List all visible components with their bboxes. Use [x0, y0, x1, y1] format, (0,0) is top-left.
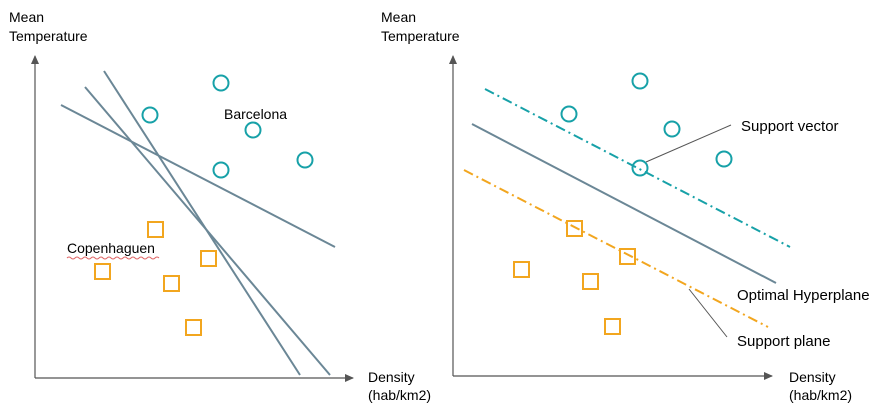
left-x-axis-label-line2: (hab/km2)	[368, 387, 431, 403]
left-square-point	[185, 319, 202, 336]
left-circle-point	[296, 151, 314, 169]
right-y-axis-label-line2: Temperature	[381, 28, 460, 44]
left-y-axis-label-line2: Temperature	[9, 28, 88, 44]
right-circle-point	[631, 72, 649, 90]
right-square-point	[604, 318, 621, 335]
right-panel: Mean Temperature Density (hab/km2) Suppo…	[381, 9, 870, 403]
support-plane-top	[484, 88, 791, 248]
left-square-point	[163, 275, 180, 292]
support-vector-pointer	[645, 124, 732, 163]
left-circle-point	[141, 106, 159, 124]
optimal-hyperplane-label: Optimal Hyperplane	[737, 287, 870, 304]
right-square-point	[619, 248, 636, 265]
right-circle-point	[560, 105, 578, 123]
right-square-point	[513, 261, 530, 278]
left-y-axis-label-line1: Mean	[9, 9, 44, 25]
copenhaguen-label: Copenhaguen	[67, 240, 155, 256]
left-panel: Mean Temperature Density (hab/km2) Barce…	[9, 9, 431, 403]
support-plane-label: Support plane	[737, 333, 830, 350]
right-circle-support-vector	[631, 159, 649, 177]
left-circle-point	[212, 161, 230, 179]
right-square-point	[566, 220, 583, 237]
left-square-point	[200, 250, 217, 267]
right-square-point	[582, 273, 599, 290]
left-circle-point	[244, 121, 262, 139]
support-vector-label: Support vector	[741, 118, 839, 135]
optimal-hyperplane-line	[471, 123, 777, 284]
left-square-point	[94, 263, 111, 280]
support-plane-pointer	[688, 288, 728, 338]
right-circle-point	[663, 120, 681, 138]
right-x-axis-label-line1: Density	[789, 369, 836, 385]
barcelona-label: Barcelona	[224, 106, 287, 122]
spellcheck-underline	[66, 256, 160, 260]
left-square-point	[147, 221, 164, 238]
left-separator-line-1	[60, 104, 336, 248]
left-circle-point	[212, 74, 230, 92]
right-circle-point	[715, 150, 733, 168]
left-x-axis-label-line1: Density	[368, 369, 415, 385]
support-plane-bottom	[463, 169, 769, 328]
right-x-axis-label-line2: (hab/km2)	[789, 387, 852, 403]
right-y-axis-label-line1: Mean	[381, 9, 416, 25]
left-separator-line-3	[103, 70, 301, 376]
